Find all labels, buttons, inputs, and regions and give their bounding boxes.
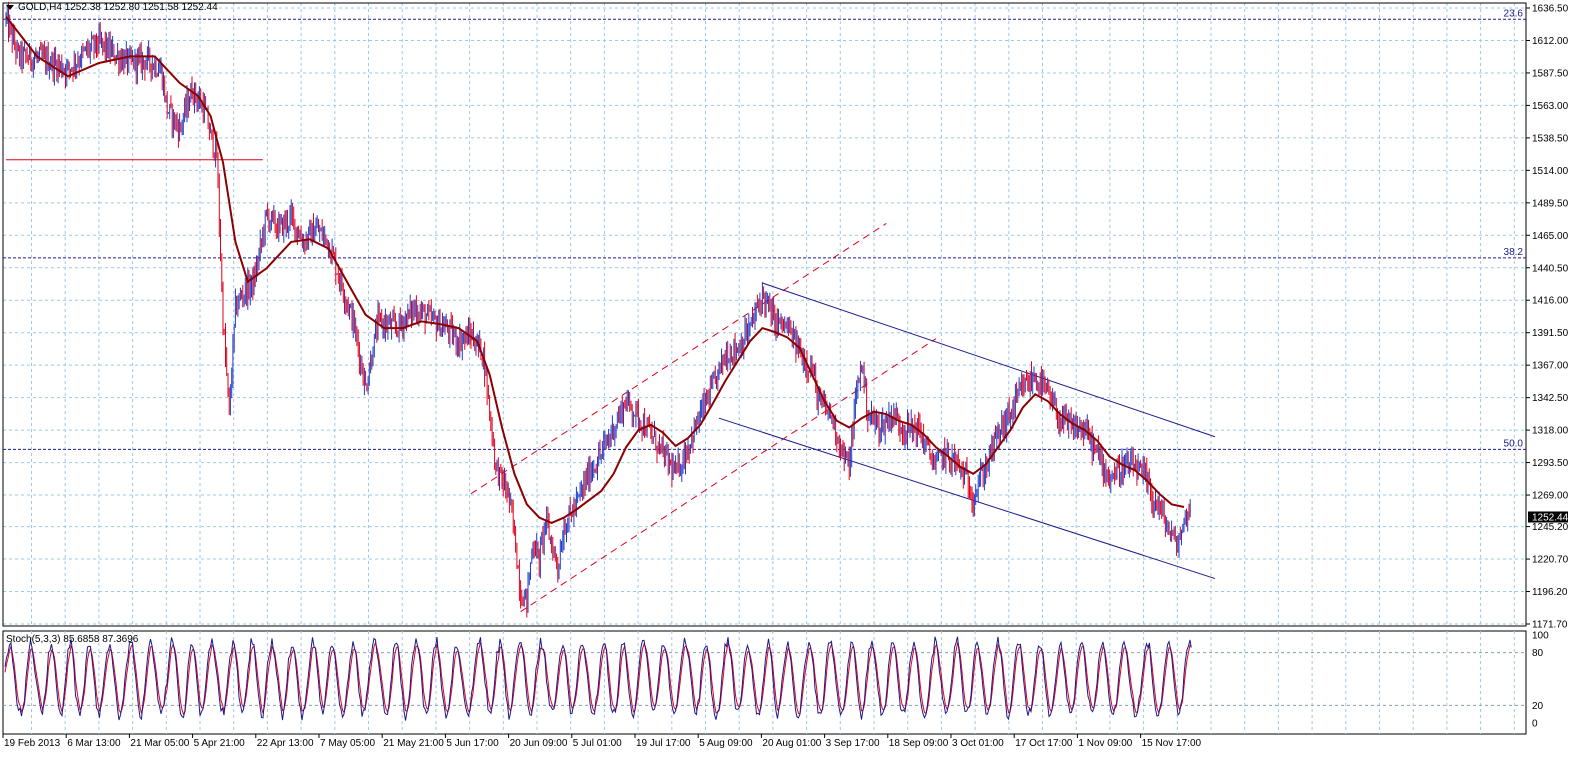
fib-level-label: 50.0 xyxy=(1504,438,1524,449)
price-tick-label: 1245.20 xyxy=(1532,522,1569,533)
price-tick-label: 1269.00 xyxy=(1532,491,1569,502)
price-panel-frame xyxy=(2,2,1527,627)
stoch-tick-label: 100 xyxy=(1532,631,1549,642)
price-tick-label: 1416.00 xyxy=(1532,296,1569,307)
price-tick-label: 1636.50 xyxy=(1532,4,1569,15)
fib-level-label: 23.6 xyxy=(1504,8,1524,19)
time-tick-label: 1 Nov 09:00 xyxy=(1078,738,1132,749)
time-tick-label: 17 Oct 17:00 xyxy=(1015,738,1073,749)
candles xyxy=(5,1,1191,618)
stochastic-label: Stoch(5,3,3) xyxy=(6,634,61,645)
fibonacci-levels[interactable]: 23.6 38.2 50.0 xyxy=(3,8,1526,450)
stochastic-grid xyxy=(3,631,1526,734)
price-tick-label: 1465.00 xyxy=(1532,231,1569,242)
time-tick-label: 21 Mar 05:00 xyxy=(130,738,189,749)
price-tick-label: 1391.50 xyxy=(1532,328,1569,339)
current-price-label: 1252.44 xyxy=(1532,512,1569,523)
high-value: 1252.80 xyxy=(103,2,140,13)
time-tick-label: 21 May 21:00 xyxy=(383,738,444,749)
symbol-label: GOLD,H4 xyxy=(18,2,62,13)
price-tick-label: 1318.00 xyxy=(1532,426,1569,437)
time-tick-label: 7 May 05:00 xyxy=(320,738,375,749)
price-grid xyxy=(3,3,1526,626)
time-tick-label: 3 Sep 17:00 xyxy=(826,738,880,749)
price-tick-label: 1220.70 xyxy=(1532,555,1569,566)
price-tick-label: 1563.00 xyxy=(1532,101,1569,112)
ascending-channel-upper[interactable] xyxy=(470,222,887,495)
time-tick-label: 19 Feb 2013 xyxy=(4,738,61,749)
time-tick-label: 22 Apr 13:00 xyxy=(257,738,314,749)
price-panel[interactable]: 23.6 38.2 50.0 1636.50 1612.00 1587.50 1563.0… xyxy=(2,1,1569,631)
time-axis[interactable]: 19 Feb 2013 6 Mar 13:00 21 Mar 05:00 5 Apr … xyxy=(2,734,1202,749)
stoch-tick-label: 20 xyxy=(1532,701,1544,712)
stochastic-axis: 100 80 20 0 xyxy=(1532,631,1549,730)
price-axis[interactable]: 1636.50 1612.00 1587.50 1563.00 1538.50 1514.… xyxy=(1526,4,1569,631)
time-tick-label: 6 Mar 13:00 xyxy=(67,738,121,749)
stoch-tick-label: 80 xyxy=(1532,648,1544,659)
stochastic-header: Stoch(5,3,3) 85.6858 87.3696 xyxy=(6,634,138,645)
time-tick-label: 15 Nov 17:00 xyxy=(1142,738,1202,749)
current-price-box xyxy=(1528,511,1568,523)
stochastic-panel-frame xyxy=(2,630,1527,735)
time-tick-label: 5 Jul 01:00 xyxy=(573,738,622,749)
price-tick-label: 1538.50 xyxy=(1532,133,1569,144)
price-tick-label: 1440.50 xyxy=(1532,263,1569,274)
current-price-marker: 1252.44 xyxy=(1528,511,1569,523)
stochastic-main-line xyxy=(4,636,1192,721)
price-tick-label: 1612.00 xyxy=(1532,36,1569,47)
low-value: 1251.58 xyxy=(142,2,179,13)
time-tick-label: 5 Jun 17:00 xyxy=(446,738,499,749)
stoch-tick-label: 0 xyxy=(1532,719,1538,730)
time-tick-label: 19 Jul 17:00 xyxy=(636,738,691,749)
price-tick-label: 1293.50 xyxy=(1532,458,1569,469)
time-tick-label: 5 Aug 09:00 xyxy=(699,738,753,749)
fib-level-label: 38.2 xyxy=(1504,247,1524,258)
close-value: 1252.44 xyxy=(181,2,218,13)
price-tick-label: 1514.00 xyxy=(1532,166,1569,177)
price-tick-label: 1342.50 xyxy=(1532,393,1569,404)
descending-channel-upper[interactable] xyxy=(762,282,1216,438)
time-tick-label: 5 Apr 21:00 xyxy=(194,738,246,749)
price-tick-label: 1587.50 xyxy=(1532,68,1569,79)
time-tick-label: 20 Jun 09:00 xyxy=(510,738,568,749)
descending-channel[interactable] xyxy=(718,282,1216,580)
price-tick-label: 1171.70 xyxy=(1532,620,1568,631)
price-tick-label: 1367.00 xyxy=(1532,361,1569,372)
time-tick-label: 20 Aug 01:00 xyxy=(762,738,821,749)
stochastic-signal-value: 87.3696 xyxy=(102,634,139,645)
time-tick-label: 18 Sep 09:00 xyxy=(889,738,949,749)
open-value: 1252.38 xyxy=(64,2,101,13)
stochastic-main-value: 85.6858 xyxy=(63,634,100,645)
descending-channel-lower[interactable] xyxy=(718,417,1216,580)
price-tick-label: 1196.20 xyxy=(1532,587,1568,598)
moving-average-line xyxy=(5,15,1185,524)
chart-header: GOLD,H4 1252.38 1252.80 1251.58 1252.44 xyxy=(6,2,218,13)
stochastic-panel[interactable]: 100 80 20 0 xyxy=(2,630,1549,735)
chevron-down-icon[interactable] xyxy=(6,4,14,10)
time-tick-label: 3 Oct 01:00 xyxy=(952,738,1004,749)
price-tick-label: 1489.50 xyxy=(1532,198,1569,209)
